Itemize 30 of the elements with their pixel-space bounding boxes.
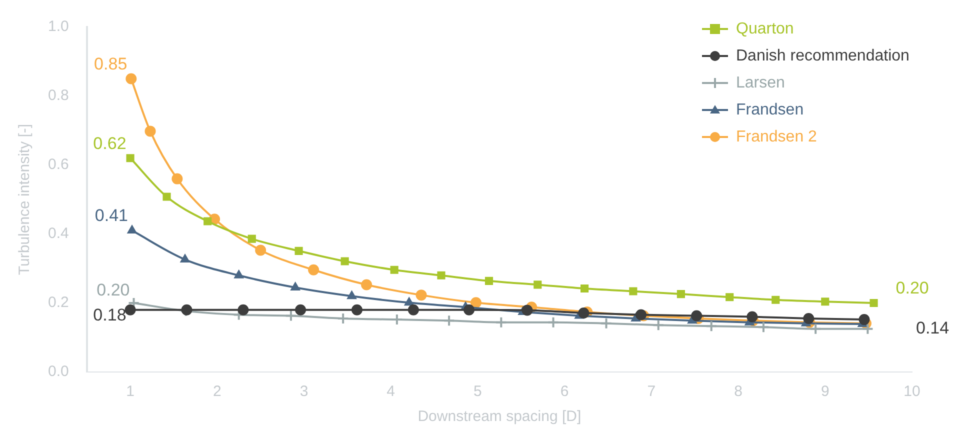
- y-tick-label: 0.6: [48, 156, 69, 174]
- data-label: 0.62: [93, 134, 126, 153]
- x-tick-label: 2: [212, 383, 222, 400]
- legend-label: Quarton: [736, 20, 794, 38]
- data-label: 0.85: [94, 54, 128, 74]
- data-label: 0.20: [896, 278, 929, 298]
- text: 0.14: [916, 318, 950, 338]
- x-tick-label: 8: [734, 383, 742, 400]
- x-tick-label: 7: [647, 383, 656, 400]
- x-tick-label: 4: [386, 383, 396, 400]
- legend-label: Larsen: [736, 74, 785, 92]
- x-tick-label: 6: [560, 383, 569, 400]
- legend-label: Frandsen 2: [736, 128, 818, 146]
- data-label: 0.20: [96, 280, 130, 300]
- y-axis-title: Turbulence intensity [-]: [16, 124, 34, 276]
- x-axis-title: Downstream spacing [D]: [418, 408, 582, 426]
- x-tick-label: 10: [904, 383, 920, 400]
- data-label: 0.41: [94, 206, 128, 226]
- legend-label: Frandsen: [736, 101, 804, 118]
- x-tick-label: 3: [300, 383, 308, 400]
- data-label: 0.18: [93, 306, 126, 325]
- y-tick-label: 0.0: [48, 363, 69, 380]
- x-tick-label: 9: [820, 383, 830, 400]
- y-tick-label: 0.2: [48, 294, 69, 312]
- legend-label: Danish recommendation: [736, 47, 910, 64]
- x-tick-label: 5: [474, 383, 482, 400]
- y-tick-label: 0.8: [48, 87, 69, 104]
- y-tick-label: 1.0: [48, 18, 69, 36]
- y-tick-label: 0.4: [48, 225, 69, 242]
- x-tick-label: 1: [126, 383, 134, 400]
